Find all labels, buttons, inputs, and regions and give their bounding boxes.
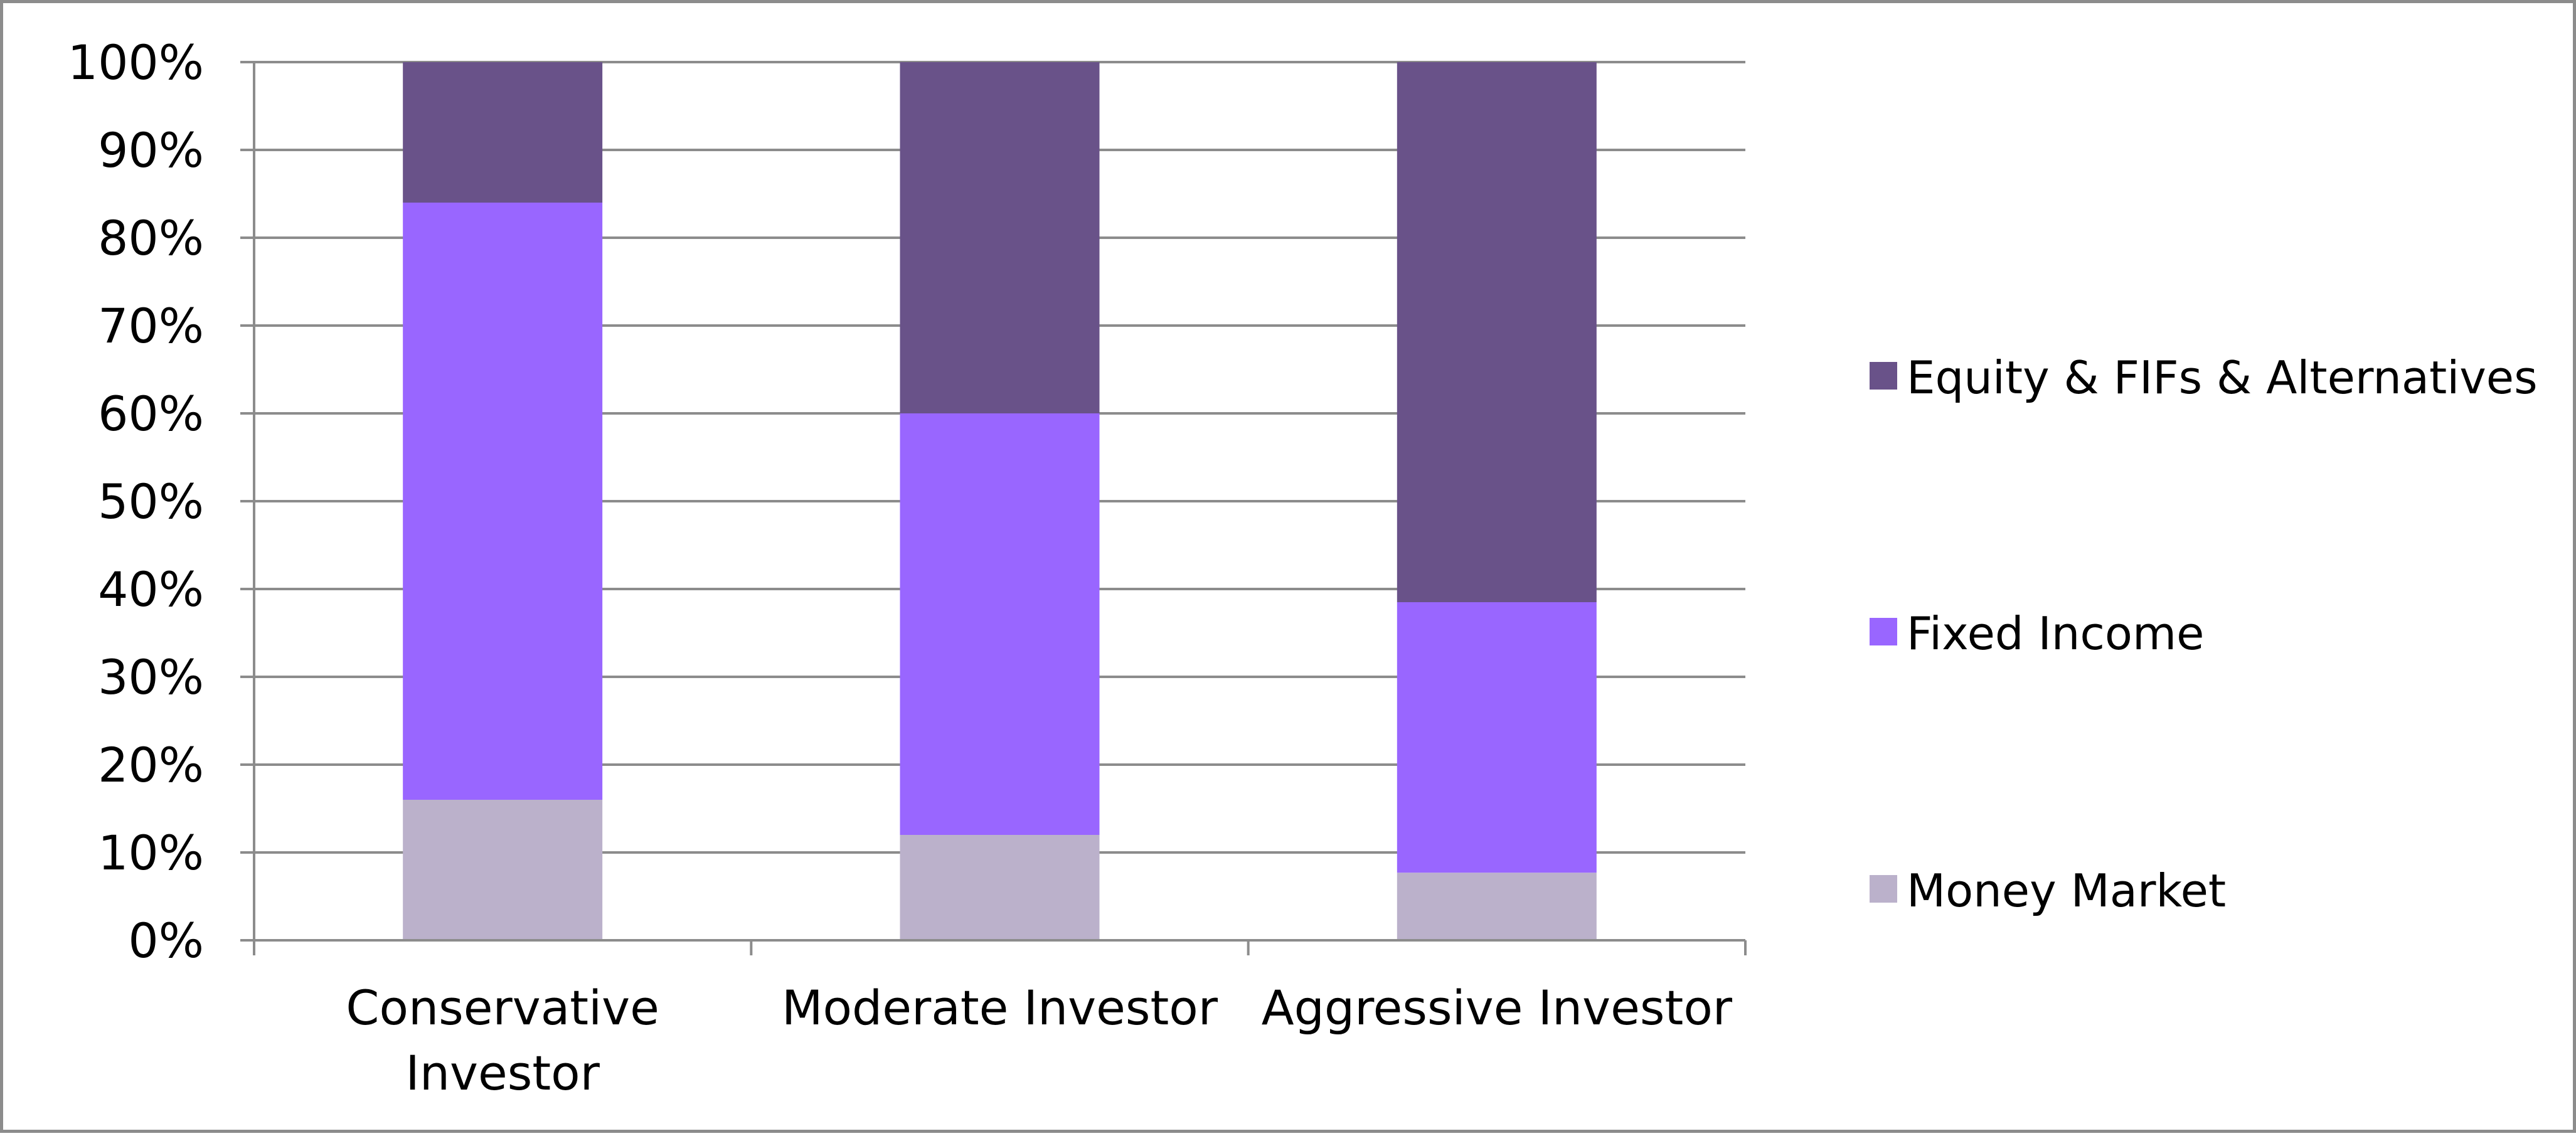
y-tick-label: 30% <box>98 649 204 705</box>
legend-swatch <box>1870 618 1897 645</box>
legend-label: Equity & FIFs & Alternatives <box>1907 351 2538 404</box>
bar-segment <box>403 800 603 940</box>
bar-segment <box>403 62 603 203</box>
y-tick-label: 100% <box>68 35 204 90</box>
y-tick-label: 20% <box>98 737 204 793</box>
bar-segment <box>900 413 1100 835</box>
y-tick-label: 60% <box>98 386 204 442</box>
bar-segment <box>1397 873 1597 940</box>
stacked-bar-chart: 0% 10% 20% 30% 40% 50% 60% 70% 80% 90% 100% Conserv… <box>68 35 2538 1101</box>
bar-segment <box>1397 602 1597 873</box>
y-tick-label: 10% <box>98 825 204 881</box>
category-label: Aggressive Investor <box>1262 980 1733 1036</box>
y-tick-label: 0% <box>128 913 204 969</box>
bar-segment <box>900 62 1100 413</box>
legend-label: Fixed Income <box>1907 607 2204 660</box>
y-tick-label: 50% <box>98 474 204 529</box>
legend-label: Money Market <box>1907 864 2226 917</box>
category-label: Moderate Investor <box>782 980 1218 1036</box>
bar-segment <box>403 203 603 800</box>
legend-swatch <box>1870 362 1897 390</box>
legend-swatch <box>1870 875 1897 903</box>
bar-segment <box>900 835 1100 940</box>
y-tick-label: 70% <box>98 298 204 354</box>
category-label: Conservative Investor <box>346 980 659 1101</box>
y-tick-label: 90% <box>98 122 204 178</box>
y-tick-label: 80% <box>98 210 204 266</box>
bar-segment <box>1397 62 1597 602</box>
y-tick-label: 40% <box>98 561 204 617</box>
